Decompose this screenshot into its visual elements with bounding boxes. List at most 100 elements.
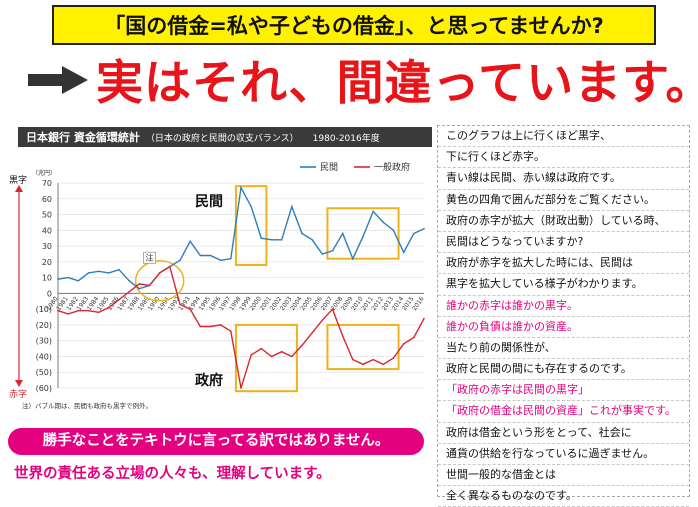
footer-pill: 勝手なことをテキトウに言ってる訳ではありません。 xyxy=(8,428,424,455)
data-point xyxy=(128,279,130,282)
data-point xyxy=(179,303,181,306)
banner-text: 「国の借金=私や子どもの借金」、と思ってませんか? xyxy=(104,14,604,38)
note-line: 「政府の赤字は民間の黒字」 xyxy=(438,380,689,402)
data-point xyxy=(382,363,385,366)
data-point xyxy=(280,238,283,241)
y-tick-label: 0 xyxy=(47,289,52,298)
note-line: 政府が赤字を拡大した時には、民間は xyxy=(438,253,689,275)
data-point xyxy=(372,358,374,361)
data-point xyxy=(362,363,364,366)
data-point xyxy=(301,344,303,347)
data-point xyxy=(199,325,202,328)
data-point xyxy=(189,308,191,310)
data-point xyxy=(392,357,395,359)
y-tick-label: 10 xyxy=(42,274,52,283)
minkan-label: 民間 xyxy=(195,194,223,210)
note-line: 政府の赤字が拡大（財政出動）している時、 xyxy=(438,211,689,232)
data-point xyxy=(189,240,191,243)
data-point xyxy=(352,257,354,260)
data-point xyxy=(169,265,171,268)
top-banner: 「国の借金=私や子どもの借金」、と思ってませんか? xyxy=(52,5,656,45)
note-line: 誰かの赤字は誰かの黒字。 xyxy=(438,296,689,317)
data-point xyxy=(311,238,313,241)
data-point xyxy=(57,278,59,280)
seifu-label: 政府 xyxy=(195,372,223,389)
chart-header: 日本銀行 資金循環統計 （日本の政府と民間の収支バランス） 1980-2016年… xyxy=(18,127,432,147)
data-point xyxy=(240,387,242,389)
data-point xyxy=(280,350,283,353)
note-line: 下に行くほど赤字。 xyxy=(438,147,689,169)
legend-label-minkan: 民間 xyxy=(320,162,338,173)
data-point xyxy=(87,309,90,312)
y-tick-label: 50 xyxy=(42,211,52,220)
note-line: 民間はどうなっていますか? xyxy=(438,232,689,254)
data-point xyxy=(118,268,120,271)
y-tick-label: (40) xyxy=(36,352,52,361)
data-point xyxy=(291,355,293,358)
data-point xyxy=(158,272,161,274)
data-point xyxy=(301,232,303,235)
y-tick-label: (10) xyxy=(36,305,52,314)
note-line: 政府と民間の間にも存在するのです。 xyxy=(438,359,689,381)
data-point xyxy=(77,309,80,312)
data-point xyxy=(413,336,415,339)
data-point xyxy=(97,311,100,314)
note-line: 誰かの負債は誰かの資産。 xyxy=(438,317,689,338)
data-point xyxy=(209,325,212,328)
data-point xyxy=(87,272,90,274)
indicator-arrow-down xyxy=(15,380,23,387)
highlight-box xyxy=(326,207,400,260)
note-line: 「政府の借金は民間の資産」これが事実です。 xyxy=(438,401,689,423)
data-point xyxy=(270,355,273,358)
data-point xyxy=(413,232,415,235)
data-point xyxy=(199,254,202,257)
data-point xyxy=(219,259,222,262)
data-point xyxy=(108,306,110,309)
legend-label-seifu: 一般政府 xyxy=(374,161,410,173)
series-line-minkan xyxy=(57,185,425,290)
note-line: 黄色の四角で囲んだ部分をご覧ください。 xyxy=(438,190,689,211)
data-point xyxy=(57,309,59,312)
footer-statement: 世界の責任ある立場の人々も、理解しています。 xyxy=(14,466,331,482)
highlight-box xyxy=(234,323,298,393)
unit-label: （兆円） xyxy=(32,169,56,177)
chart-subtitle: （日本の政府と民間の収支バランス） xyxy=(145,133,299,144)
data-point xyxy=(321,253,324,255)
note-line: 全く異なるものなのです。 xyxy=(438,486,689,507)
data-point xyxy=(341,335,344,337)
data-point xyxy=(148,284,151,287)
data-point xyxy=(423,317,425,320)
chart-range: 1980-2016年度 xyxy=(312,133,380,144)
data-point xyxy=(260,347,263,350)
footnote: 注）バブル期は、民間も政府も黒字で例外。 xyxy=(22,401,152,410)
data-point xyxy=(240,186,242,189)
y-tick-label: 20 xyxy=(42,258,52,267)
data-point xyxy=(423,227,425,230)
data-point xyxy=(67,276,69,279)
data-point xyxy=(230,330,232,333)
kuro-label: 黒字 xyxy=(9,174,27,186)
data-point xyxy=(402,251,405,254)
data-point xyxy=(321,319,324,321)
chart-title: 日本銀行 資金循環統計 xyxy=(26,131,140,144)
data-point xyxy=(230,257,232,260)
y-tick-label: 60 xyxy=(42,195,52,204)
y-tick-label: 70 xyxy=(42,179,52,188)
right-arrow-icon xyxy=(28,66,88,94)
explanation-panel: このグラフは上に行くほど黒字、 下に行くほど赤字。 青い線は民間、赤い線は政府です。… xyxy=(437,125,690,507)
data-point xyxy=(291,205,293,208)
aka-label: 赤字 xyxy=(9,388,27,400)
y-tick-label: 30 xyxy=(42,242,52,251)
y-tick-label: 40 xyxy=(42,226,52,235)
data-point xyxy=(108,272,110,274)
y-tick-label: (20) xyxy=(36,321,52,330)
highlight-box xyxy=(234,185,268,266)
data-point xyxy=(362,235,364,238)
data-point xyxy=(179,259,181,262)
headline: 実はそれ、間違っています。 xyxy=(96,56,698,111)
data-point xyxy=(138,283,141,285)
note-line: 青い線は民間、赤い線は政府です。 xyxy=(438,168,689,190)
data-point xyxy=(331,308,334,310)
y-tick-label: (30) xyxy=(36,337,52,346)
data-point xyxy=(209,254,212,257)
